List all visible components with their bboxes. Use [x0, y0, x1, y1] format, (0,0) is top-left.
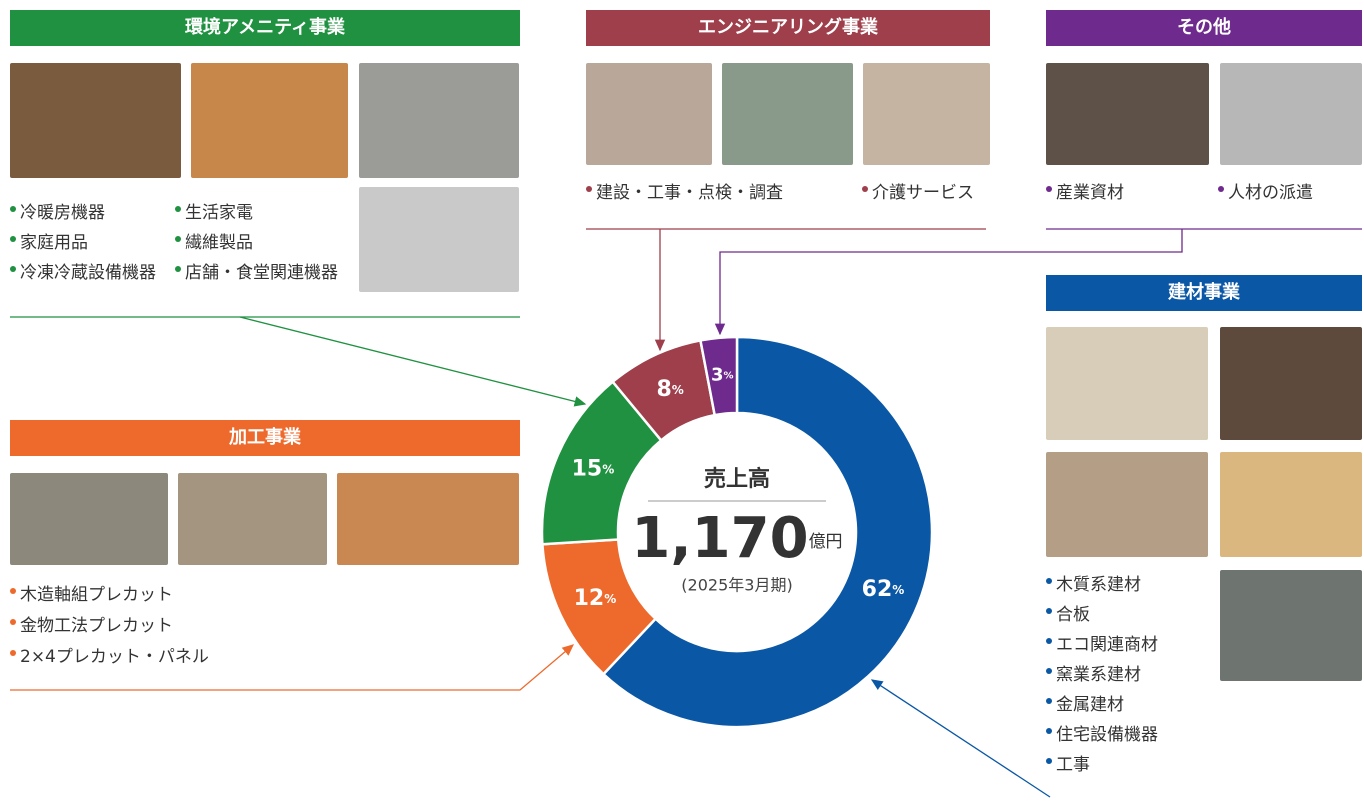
data-label: 15% [572, 457, 615, 482]
center-title: 売上高 [704, 466, 770, 492]
photo [359, 63, 519, 178]
photo [10, 473, 168, 565]
donut-slice [601, 335, 934, 729]
data-label: 8% [656, 377, 683, 402]
photo [722, 63, 853, 165]
center-value: 1,170億円 [631, 506, 842, 571]
bullet-item: 木質系建材 [1046, 570, 1141, 595]
photo [1046, 327, 1208, 440]
arrow [10, 644, 574, 691]
bullet-item: 冷暖房機器 [10, 198, 105, 223]
section-header: 環境アメニティ事業 [10, 10, 520, 46]
bullet-item: 店舗・食堂関連機器 [175, 258, 338, 283]
value: 3 [711, 365, 724, 386]
photo [10, 63, 181, 178]
bullet-item: 木造軸組プレカット [10, 580, 173, 605]
photo [586, 63, 712, 165]
bullet-item: 人材の派遣 [1218, 178, 1313, 203]
bullet-item: 工事 [1046, 750, 1090, 775]
bullet-item: 生活家電 [175, 198, 253, 223]
photo [1220, 63, 1362, 165]
donut: 62%12%15%8%3% [540, 335, 934, 729]
data-label: 3% [711, 365, 734, 386]
photo [1220, 570, 1362, 681]
photo [191, 63, 348, 178]
bullet-item: 介護サービス [862, 178, 974, 203]
bullet-item: 2×4プレカット・パネル [10, 642, 209, 667]
bullet-item: 窯業系建材 [1046, 660, 1141, 685]
section-header: エンジニアリング事業 [586, 10, 990, 46]
bullet-item: 金属建材 [1046, 690, 1124, 715]
donut-slice [698, 335, 739, 417]
bullet-item: 金物工法プレカット [10, 611, 173, 636]
unit: % [723, 371, 733, 382]
photo [178, 473, 327, 565]
photo [1046, 452, 1208, 557]
unit: % [892, 582, 904, 596]
value: 12 [574, 586, 605, 611]
total: 1,170 [631, 506, 808, 571]
photo [1220, 327, 1362, 440]
bullet-item: 合板 [1046, 600, 1090, 625]
bullet-item: 建設・工事・点検・調査 [586, 178, 783, 203]
unit: % [604, 591, 616, 605]
bullet-item: 住宅設備機器 [1046, 720, 1158, 745]
photo [863, 63, 990, 165]
value: 62 [862, 577, 893, 602]
arrow [239, 316, 587, 407]
section-header: その他 [1046, 10, 1362, 46]
section-header: 建材事業 [1046, 275, 1362, 311]
value: 15 [572, 457, 603, 482]
photo [1220, 452, 1362, 557]
unit: % [602, 462, 614, 476]
bullet-item: エコ関連商材 [1046, 630, 1158, 655]
bullet-item: 産業資材 [1046, 178, 1124, 203]
unit: % [672, 382, 684, 396]
arrow [714, 229, 1183, 336]
photo [1046, 63, 1209, 165]
center-note: (2025年3月期) [681, 576, 792, 595]
photo [337, 473, 519, 565]
bullet-item: 家庭用品 [10, 228, 88, 253]
photo [359, 187, 519, 292]
data-label: 12% [574, 586, 617, 611]
bullet-item: 繊維製品 [175, 228, 253, 253]
bullet-item: 冷凍冷蔵設備機器 [10, 258, 156, 283]
arrow [870, 679, 1051, 798]
section-header: 加工事業 [10, 420, 520, 456]
data-label: 62% [862, 577, 905, 602]
total-unit: 億円 [809, 532, 843, 552]
connectors [10, 228, 1362, 798]
value: 8 [656, 377, 671, 402]
